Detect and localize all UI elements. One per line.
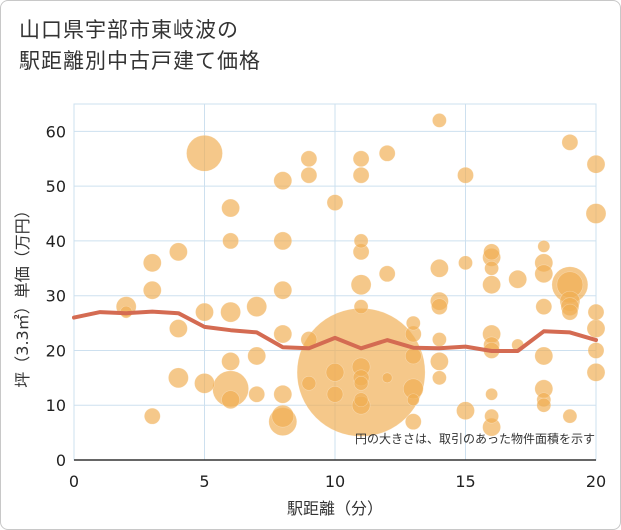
data-point [484, 261, 499, 276]
data-point [432, 332, 447, 347]
data-point [432, 113, 447, 128]
size-note: 円の大きさは、取引のあった物件面積を示す [355, 431, 595, 446]
data-point [404, 347, 422, 365]
data-point [456, 401, 475, 421]
data-point [353, 233, 369, 249]
chart-title: 山口県宇部市東岐波の 駅距離別中古戸建て価格 [19, 15, 261, 77]
data-point [484, 408, 499, 424]
x-tick-label: 15 [455, 472, 475, 491]
data-point [169, 242, 188, 262]
data-point [508, 269, 528, 289]
data-point [325, 363, 345, 382]
data-point [405, 315, 421, 331]
data-point [483, 243, 500, 261]
data-point [430, 259, 449, 278]
average-line-layer [72, 309, 598, 353]
data-point [585, 203, 607, 224]
data-point [378, 265, 396, 283]
data-point [482, 275, 501, 295]
data-point [536, 397, 552, 413]
data-point [273, 280, 293, 300]
data-point [247, 346, 267, 366]
data-point [404, 413, 422, 430]
x-tick-label: 10 [325, 472, 345, 491]
data-point [221, 352, 240, 371]
data-point [586, 154, 606, 174]
data-point [273, 384, 293, 404]
data-point [378, 144, 396, 162]
data-point [143, 253, 162, 273]
data-point [587, 342, 605, 359]
bubble-layer [115, 113, 607, 437]
data-point [301, 376, 317, 391]
x-tick-label: 20 [586, 472, 606, 491]
y-axis-label: 坪（3.3㎡）単価（万円） [13, 202, 32, 387]
tick-labels: 0 5 10 15 20 0 10 20 30 40 50 60 [46, 122, 607, 491]
y-tick-label: 20 [46, 341, 66, 360]
data-point [144, 407, 161, 425]
data-point [534, 264, 554, 284]
data-point [431, 298, 448, 315]
data-point [350, 274, 372, 296]
data-point [222, 232, 239, 250]
data-point [430, 352, 449, 371]
data-point [535, 298, 553, 315]
data-point [537, 240, 551, 253]
data-point [271, 404, 295, 428]
y-tick-label: 60 [46, 122, 66, 141]
y-tick-label: 10 [46, 396, 66, 415]
data-point [586, 319, 606, 338]
data-point [246, 296, 268, 317]
data-point [432, 370, 447, 386]
data-point [169, 319, 188, 338]
data-point [352, 166, 370, 184]
data-point [457, 166, 474, 184]
data-point [248, 385, 266, 403]
data-point [194, 373, 215, 394]
data-point [587, 303, 605, 321]
chart-title-line1: 山口県宇部市東岐波の [19, 18, 239, 42]
data-point [561, 134, 579, 151]
data-point [381, 372, 393, 384]
data-point [273, 171, 293, 190]
data-point [353, 376, 369, 391]
data-point [485, 387, 498, 401]
data-point [353, 392, 369, 408]
data-point [352, 150, 370, 168]
data-point [586, 363, 606, 382]
average-line [72, 309, 598, 353]
data-point [561, 303, 579, 321]
data-point [221, 198, 240, 218]
data-point [326, 385, 344, 403]
data-point [186, 134, 223, 172]
data-point [534, 346, 554, 366]
data-point [406, 393, 420, 407]
data-point [458, 255, 473, 271]
y-tick-label: 0 [56, 451, 66, 470]
data-point [326, 194, 344, 211]
data-point [273, 231, 293, 251]
y-tick-label: 40 [46, 232, 66, 251]
y-tick-label: 50 [46, 177, 66, 196]
x-tick-label: 5 [199, 472, 209, 491]
data-point [195, 302, 214, 322]
data-point [353, 299, 369, 314]
data-point [168, 367, 189, 389]
x-axis-label: 駅距離（分） [287, 499, 383, 518]
x-tick-label: 0 [69, 472, 79, 491]
chart-title-line2: 駅距離別中古戸建て価格 [19, 49, 261, 73]
data-point [300, 150, 318, 168]
y-tick-label: 30 [46, 287, 66, 306]
data-point [220, 301, 241, 323]
data-point [221, 390, 240, 410]
data-point [562, 408, 578, 424]
data-point [300, 166, 318, 184]
data-point [143, 280, 162, 300]
data-point [273, 324, 293, 344]
